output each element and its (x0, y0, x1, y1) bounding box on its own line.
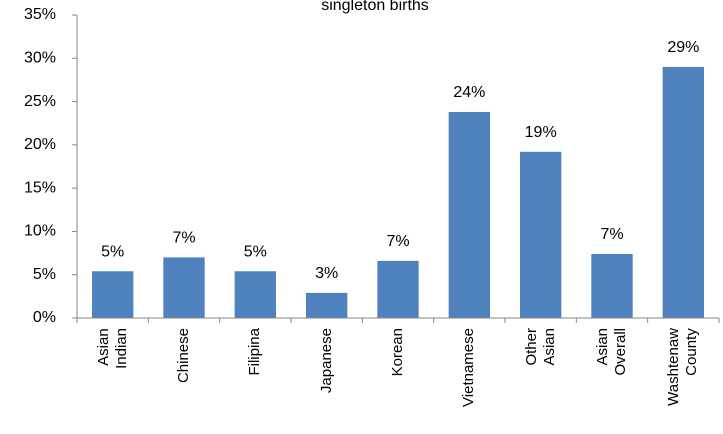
x-tick-label-box: Washtenaw County (665, 328, 701, 406)
x-tick-label-box: Filipina (246, 328, 264, 376)
bar (305, 292, 348, 318)
x-tick-label: Chinese (175, 328, 192, 384)
x-tick-label-box: Asian Overall (594, 328, 630, 376)
y-tick-label: 35% (24, 6, 56, 23)
x-tick-label-box: Other Asian (523, 328, 559, 366)
bar (662, 66, 705, 318)
y-tick-label: 20% (24, 136, 56, 153)
value-label: 24% (453, 84, 485, 101)
bar (519, 151, 562, 318)
value-label: 29% (667, 39, 699, 56)
y-tick-label: 30% (24, 50, 56, 67)
value-label: 3% (315, 265, 338, 282)
x-tick-label: Washtenaw County (665, 328, 701, 406)
bar (234, 271, 277, 318)
x-tick-label-box: Asian Indian (95, 328, 131, 369)
y-tick-label: 5% (33, 266, 56, 283)
value-label: 5% (101, 243, 124, 260)
value-label: 5% (244, 243, 267, 260)
x-tick-label: Asian Overall (594, 327, 629, 376)
x-tick-label-box: Korean (389, 328, 407, 376)
x-tick-label: Vietnamese (460, 328, 478, 407)
bar (448, 111, 491, 319)
bar (591, 253, 633, 318)
y-tick-label: 0% (33, 309, 56, 326)
bar (91, 271, 134, 318)
value-label: 7% (386, 233, 409, 250)
value-label: 7% (172, 230, 195, 247)
x-tick-label: Japanese (317, 328, 335, 394)
chart-title: singleton births (321, 0, 429, 14)
x-tick-label-box: Chinese (175, 328, 193, 383)
y-tick-label: 15% (24, 179, 56, 196)
y-tick-label: 25% (24, 93, 56, 110)
x-tick-label-box: Vietnamese (460, 328, 478, 407)
x-tick-label: Filipina (246, 328, 264, 376)
x-tick-label: Korean (389, 328, 406, 377)
value-label: 7% (600, 226, 623, 243)
bar (377, 260, 419, 318)
x-tick-label: Asian Indian (94, 327, 130, 369)
y-tick-label: 10% (24, 223, 56, 240)
x-tick-label-box: Japanese (318, 328, 336, 393)
x-tick-label: Other Asian (522, 328, 558, 366)
bar (163, 257, 205, 318)
value-label: 19% (525, 124, 557, 141)
